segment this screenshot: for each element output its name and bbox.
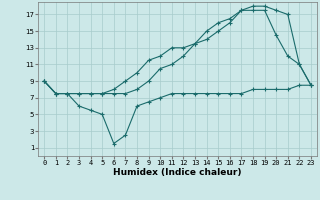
X-axis label: Humidex (Indice chaleur): Humidex (Indice chaleur)	[113, 168, 242, 177]
